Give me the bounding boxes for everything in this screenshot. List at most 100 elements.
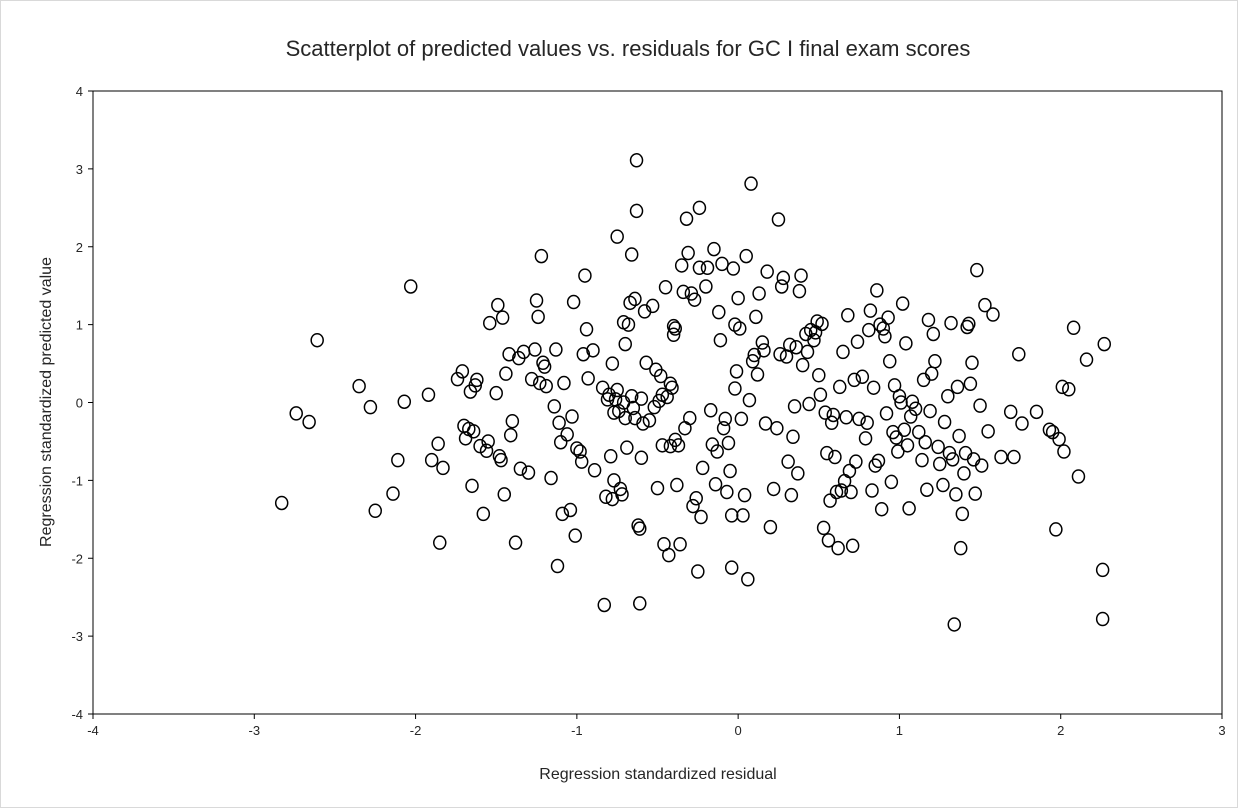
data-point <box>1062 382 1076 397</box>
data-point <box>631 518 645 533</box>
data-point <box>855 369 870 385</box>
data-point <box>963 376 978 392</box>
data-point <box>852 411 866 427</box>
data-point <box>676 284 691 300</box>
data-point <box>550 558 565 574</box>
data-point <box>574 454 589 469</box>
data-point <box>476 506 491 522</box>
data-point <box>823 493 837 508</box>
y-tick-label: -4 <box>71 707 83 722</box>
data-point <box>565 409 579 424</box>
data-point <box>274 495 289 511</box>
data-point <box>844 484 858 500</box>
data-point <box>639 355 653 371</box>
data-point <box>902 501 916 516</box>
data-point <box>555 506 570 522</box>
data-point <box>739 248 753 264</box>
data-point <box>873 317 887 332</box>
data-point <box>889 430 903 445</box>
data-point <box>566 294 581 310</box>
data-point <box>671 438 686 453</box>
data-point <box>1097 336 1112 352</box>
data-point <box>891 444 905 459</box>
data-point <box>683 410 697 426</box>
data-point <box>633 521 647 536</box>
data-point <box>703 403 718 418</box>
data-point <box>776 270 791 286</box>
data-point <box>605 356 620 371</box>
data-point <box>752 286 766 301</box>
data-point <box>547 399 562 414</box>
x-tick-label: -1 <box>571 723 583 738</box>
data-point <box>924 366 939 381</box>
data-point <box>957 466 971 481</box>
data-point <box>599 489 613 504</box>
data-point <box>950 379 965 395</box>
data-point <box>728 381 742 396</box>
data-point <box>502 346 516 362</box>
data-point <box>666 318 681 334</box>
data-point <box>874 501 889 517</box>
data-point <box>933 456 947 472</box>
data-point <box>737 487 752 503</box>
data-point <box>470 372 484 388</box>
data-point <box>624 247 639 262</box>
data-point <box>391 452 405 468</box>
data-point <box>549 342 563 357</box>
data-point <box>1095 562 1110 578</box>
data-point <box>576 346 591 362</box>
data-point <box>926 326 941 342</box>
data-point <box>368 503 382 518</box>
data-point <box>544 470 558 486</box>
data-point <box>568 528 582 543</box>
data-point <box>587 463 602 478</box>
data-point <box>1003 404 1018 420</box>
data-point <box>789 339 803 355</box>
data-point <box>655 438 670 453</box>
data-point <box>678 420 692 436</box>
data-point <box>1066 320 1081 335</box>
data-point <box>620 440 634 455</box>
data-point <box>645 298 660 314</box>
data-point <box>629 203 644 219</box>
data-point <box>741 572 755 587</box>
data-point <box>491 297 505 313</box>
data-point <box>897 422 912 438</box>
data-point <box>695 460 710 476</box>
data-point <box>534 248 549 264</box>
data-point <box>570 441 584 456</box>
data-point <box>773 346 787 362</box>
data-point <box>720 484 734 500</box>
data-point <box>928 353 942 369</box>
data-point <box>920 482 934 497</box>
data-point <box>986 307 1000 322</box>
data-point <box>557 375 571 391</box>
data-point <box>766 481 781 497</box>
data-point <box>658 279 673 295</box>
y-tick-label: -3 <box>71 629 83 644</box>
data-point <box>892 389 907 404</box>
data-point <box>1095 611 1110 627</box>
data-point <box>597 597 612 613</box>
data-point <box>795 357 810 373</box>
data-point <box>699 279 713 294</box>
data-point <box>847 372 862 388</box>
data-point <box>1049 522 1063 537</box>
data-point <box>450 371 465 387</box>
data-point <box>792 283 807 299</box>
data-point <box>579 322 594 337</box>
data-point <box>1029 404 1044 420</box>
data-point <box>508 535 523 550</box>
data-point <box>578 268 592 283</box>
data-point <box>865 483 879 498</box>
data-point <box>524 371 539 387</box>
data-point <box>770 420 784 436</box>
data-point <box>931 439 945 455</box>
data-point <box>352 378 366 394</box>
data-point <box>713 332 728 348</box>
data-point <box>723 463 737 479</box>
data-point <box>878 329 892 344</box>
data-point <box>903 409 918 424</box>
data-point <box>495 310 510 325</box>
data-point <box>871 453 886 469</box>
